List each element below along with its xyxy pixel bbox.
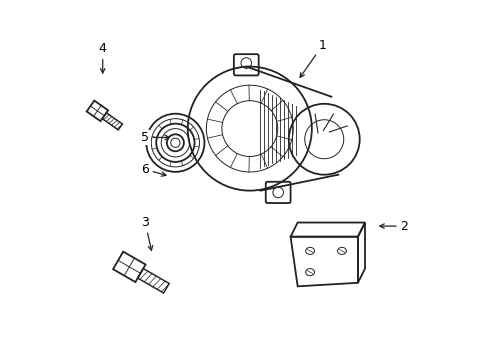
Text: 1: 1 bbox=[300, 39, 326, 77]
Text: 2: 2 bbox=[379, 220, 407, 233]
Text: 4: 4 bbox=[99, 42, 106, 73]
Text: 6: 6 bbox=[141, 163, 166, 176]
Text: 3: 3 bbox=[141, 216, 152, 250]
Text: 5: 5 bbox=[141, 131, 169, 144]
